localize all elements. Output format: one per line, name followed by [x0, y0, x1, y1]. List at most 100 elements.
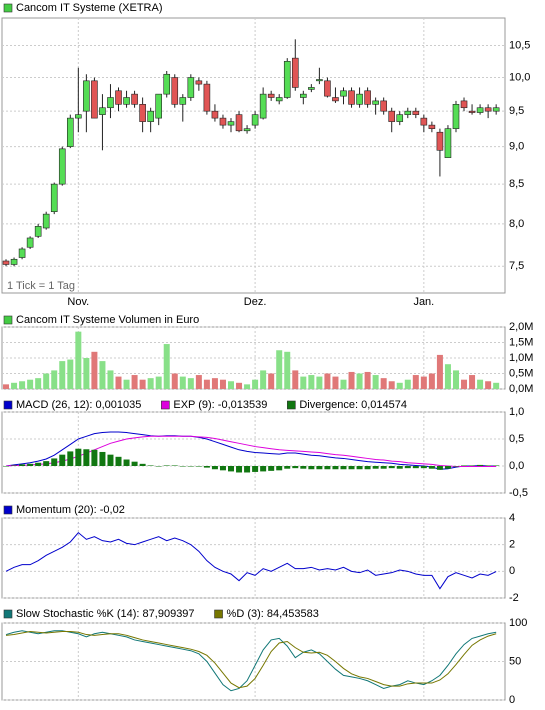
- legend-swatch: [3, 609, 13, 619]
- divergence-bar: [276, 466, 283, 471]
- candle-body: [187, 77, 195, 98]
- plot-frame: [1, 17, 506, 294]
- volume-bar: [67, 359, 74, 389]
- candle-body: [267, 93, 275, 98]
- series-line: [5, 531, 497, 590]
- volume-bar: [219, 379, 226, 389]
- y-tick-label: 0,5: [509, 433, 524, 445]
- volume-bar: [372, 375, 379, 389]
- volume-bar: [364, 371, 371, 389]
- y-tick-label: 9,5: [509, 105, 524, 117]
- volume-bar: [300, 376, 307, 389]
- divergence-bar: [444, 466, 451, 469]
- volume-bar: [171, 373, 178, 389]
- divergence-bar: [236, 466, 243, 473]
- y-tick-label: 0: [509, 694, 515, 706]
- divergence-bar: [195, 466, 202, 467]
- x-tick-label: Jan.: [413, 296, 434, 308]
- divergence-bar: [75, 448, 82, 466]
- divergence-bar: [252, 466, 259, 472]
- divergence-bar: [147, 465, 154, 466]
- divergence-bar: [260, 466, 267, 472]
- candle-body: [372, 100, 379, 105]
- volume-bar: [316, 376, 323, 389]
- candle-body: [380, 100, 387, 112]
- volume-bar: [91, 351, 98, 389]
- legend-swatch: [3, 400, 13, 410]
- legend-label: EXP (9): -0,013539: [173, 399, 267, 411]
- volume-bar: [268, 373, 275, 389]
- candle-body: [58, 148, 66, 185]
- divergence-bar: [300, 466, 307, 469]
- volume-bar: [43, 373, 50, 389]
- volume-bar: [485, 381, 492, 389]
- panel-title: Cancom IT Systeme Volumen in Euro: [16, 314, 199, 326]
- volume-bar: [115, 376, 122, 389]
- divergence-bar: [348, 466, 355, 470]
- series-line: [5, 630, 497, 692]
- candle-body: [10, 258, 18, 265]
- candle-body: [332, 97, 339, 102]
- divergence-bar: [404, 466, 411, 469]
- y-tick-label: 1,5M: [509, 336, 533, 348]
- candle-body: [476, 107, 484, 113]
- candle-body: [107, 97, 114, 109]
- volume-bar: [163, 344, 170, 389]
- legend-label: Momentum (20): -0,02: [16, 504, 125, 516]
- candle-body: [235, 114, 243, 132]
- divergence-bar: [67, 451, 74, 466]
- volume-bar: [99, 361, 106, 389]
- divergence-bar: [163, 465, 170, 466]
- divergence-bar: [364, 466, 371, 470]
- candle-body: [34, 226, 42, 237]
- candle-body: [211, 110, 219, 119]
- legend-swatch: [3, 505, 13, 515]
- volume-bar: [380, 378, 387, 389]
- divergence-bar: [203, 466, 210, 468]
- volume-bar: [35, 378, 42, 389]
- candle-body: [66, 117, 74, 147]
- volume-bar: [59, 361, 66, 389]
- candle-body: [291, 57, 299, 88]
- candle-body: [18, 248, 26, 258]
- volume-bar: [477, 379, 484, 389]
- y-tick-label: 10,5: [509, 39, 530, 51]
- candle-body: [50, 183, 58, 213]
- divergence-bar: [477, 464, 484, 466]
- candle-body: [115, 90, 122, 105]
- volume-bar: [75, 331, 82, 389]
- candle-body: [404, 110, 412, 115]
- candle-body: [171, 77, 179, 105]
- y-tick-label: -0,5: [509, 487, 528, 499]
- candle-body: [243, 128, 251, 132]
- volume-bar: [452, 370, 459, 389]
- divergence-bar: [436, 466, 443, 470]
- y-tick-label: 100: [509, 617, 527, 629]
- y-tick-label: 1,0: [509, 406, 524, 418]
- volume-bar: [27, 379, 34, 389]
- divergence-bar: [115, 456, 122, 466]
- candle-body: [179, 97, 187, 105]
- divergence-bar: [219, 466, 226, 471]
- divergence-bar: [284, 466, 291, 469]
- divergence-bar: [3, 466, 10, 467]
- volume-bar: [139, 379, 146, 389]
- y-tick-label: 8,0: [509, 218, 524, 230]
- divergence-bar: [211, 466, 218, 470]
- y-tick-label: 0,0: [509, 460, 524, 472]
- candle-body: [412, 110, 420, 115]
- y-tick-label: 10,0: [509, 71, 530, 83]
- volume-bar: [147, 378, 154, 389]
- candle-body: [428, 124, 436, 129]
- divergence-bar: [107, 454, 114, 466]
- divergence-bar: [27, 463, 34, 466]
- divergence-bar: [268, 466, 275, 471]
- volume-bar: [203, 379, 210, 389]
- legend-label: MACD (26, 12): 0,001035: [16, 399, 141, 411]
- candle-body: [131, 93, 138, 105]
- divergence-bar: [461, 465, 468, 466]
- y-tick-label: 0,0M: [509, 383, 533, 395]
- divergence-bar: [493, 465, 500, 466]
- candle-body: [123, 97, 130, 105]
